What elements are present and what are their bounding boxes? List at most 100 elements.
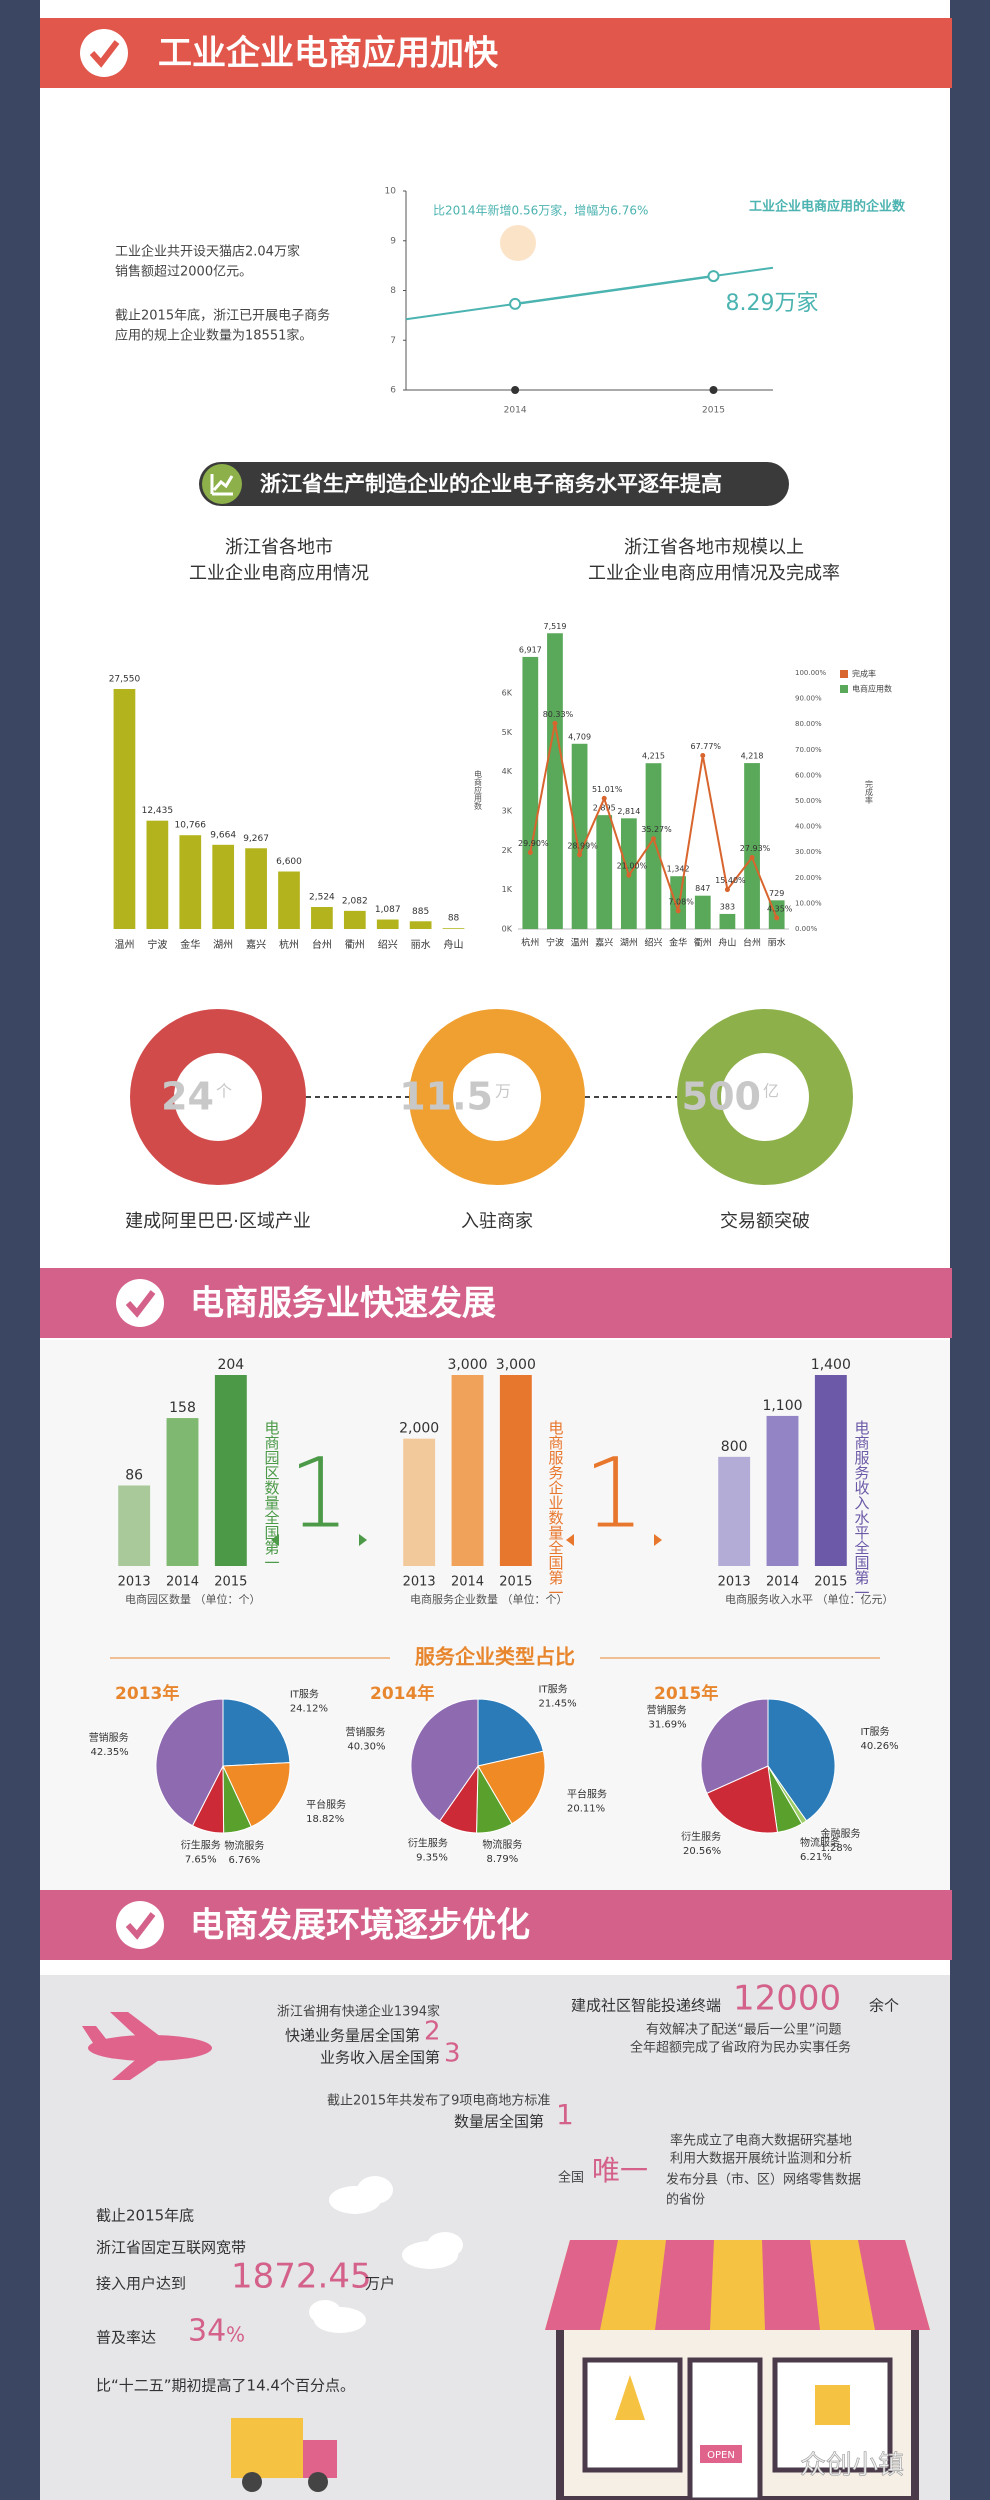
side-text: 电商服务收入水平全国第一	[853, 1420, 871, 1600]
bar	[719, 913, 736, 929]
slice-label: 平台服务	[306, 1798, 346, 1811]
annotation: 比2014年新增0.56万家，增幅为6.76%	[433, 203, 648, 218]
legend-swatch	[840, 685, 848, 693]
data-point	[749, 854, 755, 860]
body-text: 利用大数据开展统计监测和分析	[670, 2152, 852, 2167]
bar	[571, 743, 588, 929]
slice-label: 营销服务	[345, 1725, 385, 1738]
plane-wing	[110, 2012, 165, 2040]
y2-tick-label: 80.00%	[795, 720, 822, 728]
bar	[718, 1456, 751, 1566]
stat-unit: 亿	[763, 1082, 779, 1101]
slice-value: 40.30%	[347, 1741, 385, 1752]
highlight-number: 3	[444, 2039, 461, 2069]
pie-slice	[767, 1698, 836, 1822]
slice-value: 21.45%	[539, 1698, 577, 1709]
x-tick-label: 衢州	[694, 937, 712, 949]
bar	[442, 928, 465, 929]
x-tick-label: 2015	[702, 406, 725, 416]
body-text: 比“十二五”期初提高了14.4个百分点。	[96, 2377, 355, 2395]
x-tick	[709, 386, 718, 394]
y2-tick-label: 0.00%	[795, 925, 818, 933]
x-tick-label: 丽水	[768, 937, 786, 949]
chart-title: 浙江省各地市	[225, 537, 333, 558]
shirt	[815, 2385, 850, 2425]
y2-axis-label: 完成率	[865, 779, 874, 805]
value-label: 729	[769, 889, 784, 898]
body-text: 截止2015年底，浙江已开展电子商务	[115, 308, 330, 324]
data-point	[700, 753, 706, 759]
value-label: 8.29万家	[725, 291, 818, 316]
slice-value: 6.21%	[800, 1852, 832, 1863]
bar	[596, 815, 613, 929]
watermark: 众创小镇	[800, 2451, 904, 2481]
value-label: 885	[412, 907, 429, 917]
legend-label: 电商应用数	[852, 684, 892, 694]
highlight-text: 唯一	[592, 2154, 648, 2187]
bar	[118, 1485, 151, 1566]
stat-donut	[409, 1009, 585, 1185]
plane-body	[88, 2035, 212, 2061]
pointer	[566, 1534, 574, 1546]
stat-value: 24	[161, 1075, 214, 1119]
section-header	[40, 1268, 952, 1338]
truck-box	[231, 2418, 303, 2478]
x-tick-label: 宁波	[147, 938, 167, 951]
pie-slice	[222, 1762, 291, 1828]
data-point	[707, 270, 720, 283]
series-name: 工业企业电商应用的企业数	[749, 199, 906, 215]
slice-value: 20.11%	[567, 1803, 605, 1814]
bar	[451, 1375, 484, 1566]
chart-caption: 电商服务收入水平 （单位：亿元）	[725, 1592, 894, 1606]
bar	[766, 1415, 799, 1566]
x-tick-label: 嘉兴	[595, 937, 613, 949]
legend-label: 完成率	[852, 669, 876, 679]
body-text: 建成社区智能投递终端	[571, 1997, 721, 2015]
pie-heading: 服务企业类型占比	[415, 1645, 575, 1669]
body-text: 万户	[365, 2275, 395, 2293]
check-icon	[80, 29, 128, 77]
body-text: 发布分县（市、区）网络零售数据	[666, 2172, 861, 2188]
value-label: 2,524	[309, 893, 335, 903]
x-tick-label: 舟山	[718, 937, 736, 949]
value-label: 9,664	[210, 830, 236, 840]
slice-value: 42.35%	[91, 1747, 129, 1758]
value-label: 383	[720, 902, 735, 911]
bar	[409, 921, 432, 929]
slice-label: 衍生服务	[681, 1830, 721, 1843]
value-label: 6,600	[276, 857, 302, 867]
side-text: 电商服务企业数量全国第一	[547, 1420, 565, 1600]
value-label: 10,766	[175, 821, 207, 831]
body-text: 截止2015年共发布了9项电商地方标准	[327, 2093, 550, 2109]
x-tick-label: 嘉兴	[246, 938, 266, 951]
slice-value: 9.35%	[416, 1853, 448, 1864]
y2-tick-label: 30.00%	[795, 848, 822, 856]
pointer	[271, 1534, 279, 1546]
bar	[343, 910, 366, 929]
x-tick-label: 2014	[166, 1575, 199, 1590]
y2-tick-label: 60.00%	[795, 771, 822, 779]
side-text: 电商园区数量全国第一	[263, 1420, 281, 1570]
body-text: 的省份	[666, 2192, 705, 2208]
wheel	[242, 2472, 262, 2492]
y2-tick-label: 90.00%	[795, 695, 822, 703]
bar	[212, 844, 235, 929]
value-label: 27,550	[109, 675, 141, 685]
bar	[499, 1375, 532, 1566]
highlight-number: 2	[424, 2017, 441, 2047]
rank-digit: 1	[583, 1437, 644, 1549]
body-text: 率先成立了电商大数据研究基地	[670, 2133, 852, 2149]
slice-label: 金融服务	[820, 1827, 860, 1840]
awning-stripe	[762, 2240, 820, 2330]
body-text: 快递业务量居全国第	[285, 2027, 420, 2045]
stat-label: 交易额突破	[720, 1211, 810, 1232]
value-label: 21.00%	[617, 862, 648, 871]
x-tick-label: 衢州	[345, 939, 365, 951]
value-label: 1,342	[667, 865, 690, 874]
stat-unit: 万	[495, 1082, 511, 1101]
value-label: 12,435	[142, 806, 174, 816]
value-label: 158	[169, 1400, 196, 1416]
slice-value: 20.56%	[683, 1846, 721, 1857]
pie-slice	[222, 1698, 291, 1767]
slice-value: 1.28%	[820, 1843, 852, 1854]
